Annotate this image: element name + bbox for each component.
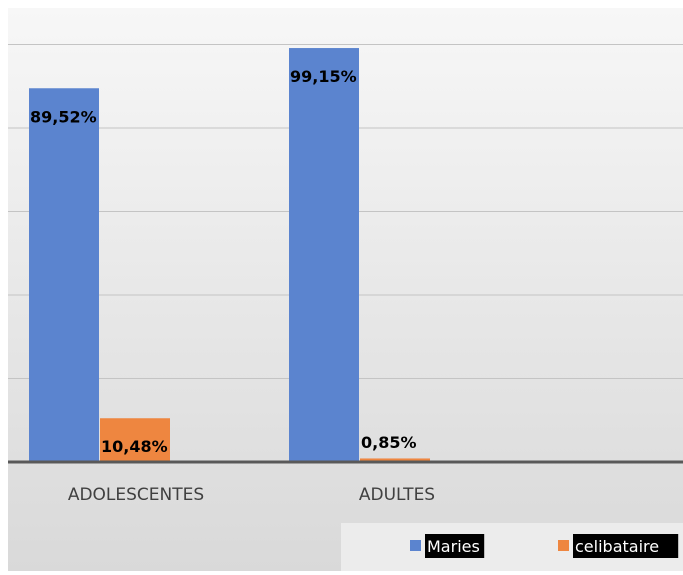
legend-label-celibataire: celibataire: [575, 537, 659, 556]
x-tick-label-adolescentes: ADOLESCENTES: [68, 485, 204, 505]
bar-celibataire-adultes: [360, 458, 430, 462]
bars: [29, 48, 430, 463]
legend: Maries celibataire: [341, 523, 683, 571]
legend-swatch-celibataire: [558, 540, 569, 551]
bar-celibataire-adolescentes: [100, 418, 170, 462]
data-labels: 89,52% 99,15% 10,48% 0,85%: [30, 67, 417, 456]
data-label-maries-adultes: 99,15%: [290, 67, 357, 86]
x-tick-labels: ADOLESCENTES ADULTES: [68, 485, 435, 505]
data-label-celibataire-adultes: 0,85%: [361, 433, 417, 452]
bar-maries-adultes: [289, 48, 359, 463]
legend-label-bg-maries: [425, 534, 485, 558]
x-tick-label-adultes: ADULTES: [359, 485, 435, 505]
legend-label-maries: Maries: [427, 537, 480, 556]
data-label-celibataire-adolescentes: 10,48%: [101, 437, 168, 456]
bar-maries-adolescentes: [29, 88, 99, 462]
legend-label-bg-celibataire: [573, 534, 679, 558]
legend-swatch-maries: [410, 540, 421, 551]
data-label-maries-adolescentes: 89,52%: [30, 107, 97, 126]
